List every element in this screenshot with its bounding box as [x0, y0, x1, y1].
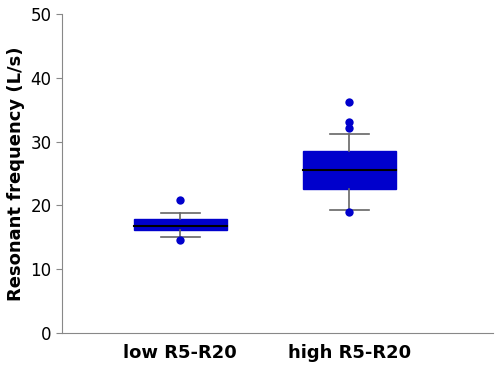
Bar [303, 151, 396, 189]
Y-axis label: Resonant frequency (L/s): Resonant frequency (L/s) [7, 46, 25, 301]
Bar [134, 220, 227, 230]
